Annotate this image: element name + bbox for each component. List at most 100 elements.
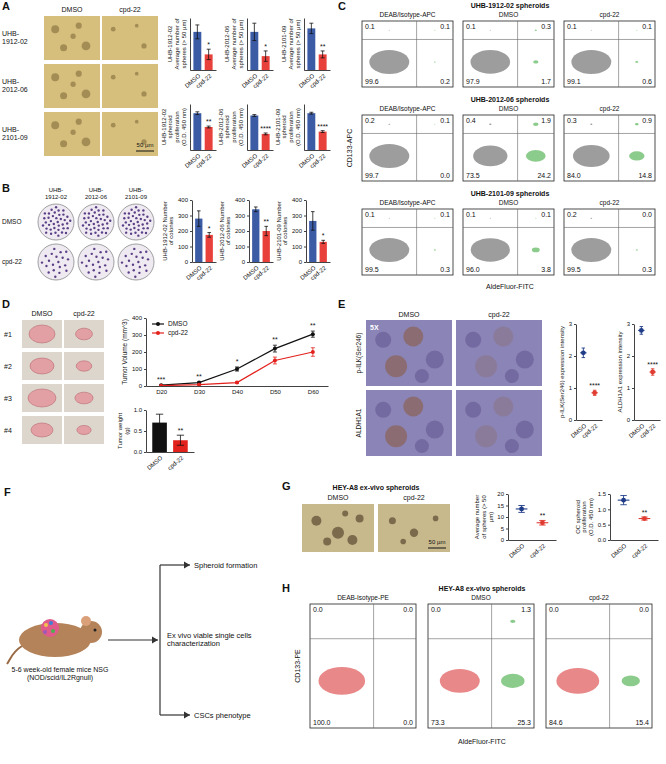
plot-area	[309, 212, 327, 262]
cell-population	[434, 249, 436, 250]
colony	[137, 209, 139, 211]
quadrant-value: 0.6	[642, 78, 652, 85]
plot-frame	[564, 115, 655, 181]
error-bar	[651, 369, 654, 375]
text-line: Average number of	[288, 18, 294, 69]
tick-label: 0.0	[598, 537, 607, 543]
sphere	[332, 527, 344, 539]
tick-label: 300	[178, 213, 189, 219]
plot-title: DMSO	[471, 594, 491, 601]
tick-label: 400	[292, 197, 303, 203]
photo	[64, 416, 104, 444]
colony	[88, 212, 90, 214]
dish	[78, 244, 114, 280]
cell-population	[571, 238, 611, 262]
tick: cpd-22	[252, 72, 270, 89]
colony	[125, 227, 127, 229]
panel-letter: F	[4, 486, 11, 498]
tick: 100	[235, 244, 249, 250]
quadrant-value: 1.7	[541, 78, 551, 85]
stain	[403, 327, 423, 347]
axis-title: OC spheroidproliferation(O.D. 450 nm)	[575, 498, 595, 536]
tumor-cell	[43, 630, 47, 634]
x-axis: DMSOcpd-22	[241, 151, 274, 170]
tick-label: D40	[232, 389, 244, 395]
tick-label: 0	[299, 259, 303, 265]
plot-frame	[310, 604, 416, 728]
tick-mark	[608, 509, 610, 510]
tick-mark	[247, 216, 249, 217]
text-line: UHB-2101-09	[275, 108, 281, 145]
gate	[463, 21, 554, 87]
text-line: (O.D. 450 nm)	[588, 498, 594, 536]
error-bar	[539, 520, 545, 525]
tumor	[29, 325, 55, 343]
cell-population	[490, 29, 491, 31]
sphere	[76, 119, 82, 125]
tick-mark	[144, 335, 146, 336]
plot-area	[473, 123, 546, 167]
tick-mark	[144, 431, 146, 432]
sphere	[311, 516, 321, 526]
sphere	[70, 82, 75, 87]
axis-line	[193, 262, 217, 263]
colony	[139, 266, 141, 268]
row-label: ALDH1A1	[355, 408, 362, 437]
tumor	[76, 328, 93, 340]
tick-mark	[608, 540, 610, 541]
gate	[310, 604, 416, 728]
tick-label: 300	[235, 213, 246, 219]
plot-area	[440, 620, 525, 693]
colony	[106, 216, 108, 218]
tick: 0	[501, 537, 508, 543]
colony	[137, 229, 139, 231]
plot-area	[195, 211, 213, 262]
panel-letter: G	[282, 480, 291, 492]
y-axis	[190, 19, 191, 71]
sphere	[342, 511, 348, 517]
axis-line	[192, 201, 193, 263]
cell-population	[636, 249, 638, 250]
tick-mark	[144, 410, 146, 411]
tick-mark	[506, 517, 508, 518]
tick: 5	[501, 526, 508, 532]
axis-line	[248, 70, 274, 71]
tick-label: 0	[139, 383, 143, 389]
colony	[58, 272, 60, 274]
tick: cpd-22	[195, 72, 213, 89]
tick: 0.5	[598, 522, 610, 528]
sphere	[135, 24, 139, 28]
sphere	[111, 75, 116, 80]
cell-population	[389, 29, 390, 31]
text-line: of spheres (> 50	[481, 495, 487, 539]
colony	[104, 219, 106, 221]
text-line: of colonies	[168, 217, 174, 246]
quadrant-value: 0.0	[642, 211, 652, 218]
stain	[415, 369, 429, 383]
axis-title: AldeFluor-FITC	[458, 738, 506, 745]
tick-label: cpd-22	[529, 542, 547, 559]
colony	[132, 264, 134, 266]
x-axis: DMSOcpd-22	[184, 151, 217, 170]
text-line: proliferation	[288, 111, 294, 142]
colony	[58, 214, 60, 216]
tick: D20	[156, 389, 168, 395]
tumor	[41, 619, 59, 637]
bar	[319, 132, 327, 150]
tick: 2	[569, 353, 576, 359]
point	[273, 359, 277, 363]
text-line: (O.D. 450 nm)	[295, 108, 301, 146]
tick-mark	[304, 216, 306, 217]
tick-label: 300	[132, 332, 143, 338]
tick-label: 2	[569, 353, 573, 359]
tick: 400	[235, 197, 249, 203]
plot-title: cpd-22	[600, 11, 620, 19]
tick-label: 100	[292, 244, 303, 250]
tick-label: 20	[497, 491, 504, 497]
line	[161, 352, 313, 386]
plot-frame	[546, 604, 652, 728]
plot-area	[152, 414, 187, 452]
tick-label: 100	[178, 244, 189, 250]
text-line: 2101-09	[125, 194, 148, 200]
tick: 300	[292, 213, 306, 219]
